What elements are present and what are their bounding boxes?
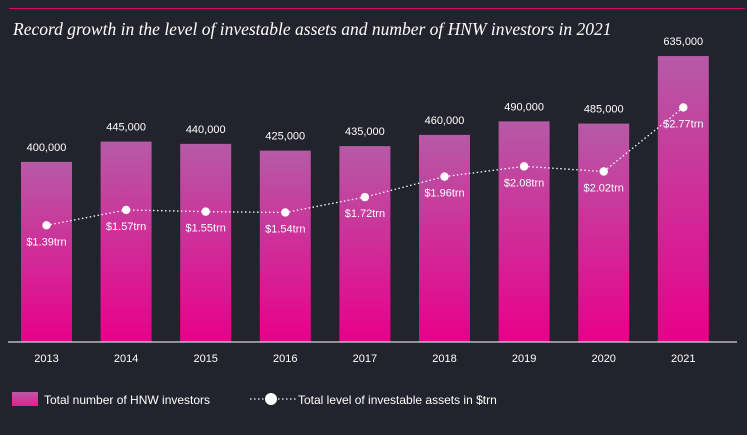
bar-2014 [100,141,152,342]
bar-value-label: 490,000 [504,101,544,113]
bar-value-label: 440,000 [186,124,226,136]
bar-2021 [657,56,709,342]
asset-point-2014 [121,205,131,215]
bar-value-label: 635,000 [663,36,703,48]
legend-bar-swatch [12,392,38,406]
combo-chart: 400,000 445,000 440,000 425,000 435,000 460,0… [8,36,737,365]
asset-point-2018 [440,172,449,181]
x-tick-label: 2016 [273,353,297,365]
bar-value-label: 445,000 [106,122,146,134]
legend-line-label: Total level of investable assets in $trn [298,393,497,407]
asset-value-label: $2.02trn [584,182,624,194]
bar-2013 [21,161,72,342]
asset-value-label: $2.08trn [504,177,544,189]
asset-value-label: $1.57trn [106,221,146,233]
bar-2017 [339,146,391,342]
x-tick-label: 2015 [193,353,217,365]
bar-value-label: 435,000 [345,126,385,138]
x-tick-label: 2020 [591,353,615,365]
asset-value-label: $1.39trn [26,236,66,248]
asset-point-2021 [679,103,688,112]
legend-line-icon [250,393,296,405]
asset-value-label: $1.55trn [186,223,226,235]
bar-value-label: 400,000 [27,142,67,154]
asset-value-label: $1.96trn [424,188,464,200]
bar-value-label: 425,000 [265,131,305,143]
chart-title: Record growth in the level of investable… [13,19,612,39]
asset-point-2019 [519,162,529,171]
x-tick-label: 2021 [671,353,695,365]
asset-point-2020 [599,167,608,176]
top-accent-rule [9,8,745,9]
bar-2018 [419,134,470,342]
x-tick-label: 2019 [512,353,536,365]
asset-point-2015 [201,207,210,216]
asset-point-2016 [281,208,290,217]
x-tick-label: 2013 [34,353,58,365]
bar-2016 [259,150,311,342]
legend-bars-label: Total number of HNW investors [44,393,211,407]
x-tick-label: 2017 [353,353,377,365]
bar-2020 [578,123,630,343]
x-tick-label: 2014 [114,353,138,365]
asset-point-2013 [42,221,51,230]
asset-value-label: $1.54trn [265,223,305,235]
bar-2015 [180,143,232,342]
asset-value-label: $1.72trn [345,208,385,220]
asset-point-2017 [360,192,370,202]
bar-value-label: 460,000 [425,115,465,127]
x-tick-label: 2018 [432,353,456,365]
bar-2019 [498,121,550,342]
bar-value-label: 485,000 [584,104,624,116]
asset-value-label: $2.77trn [663,118,703,130]
